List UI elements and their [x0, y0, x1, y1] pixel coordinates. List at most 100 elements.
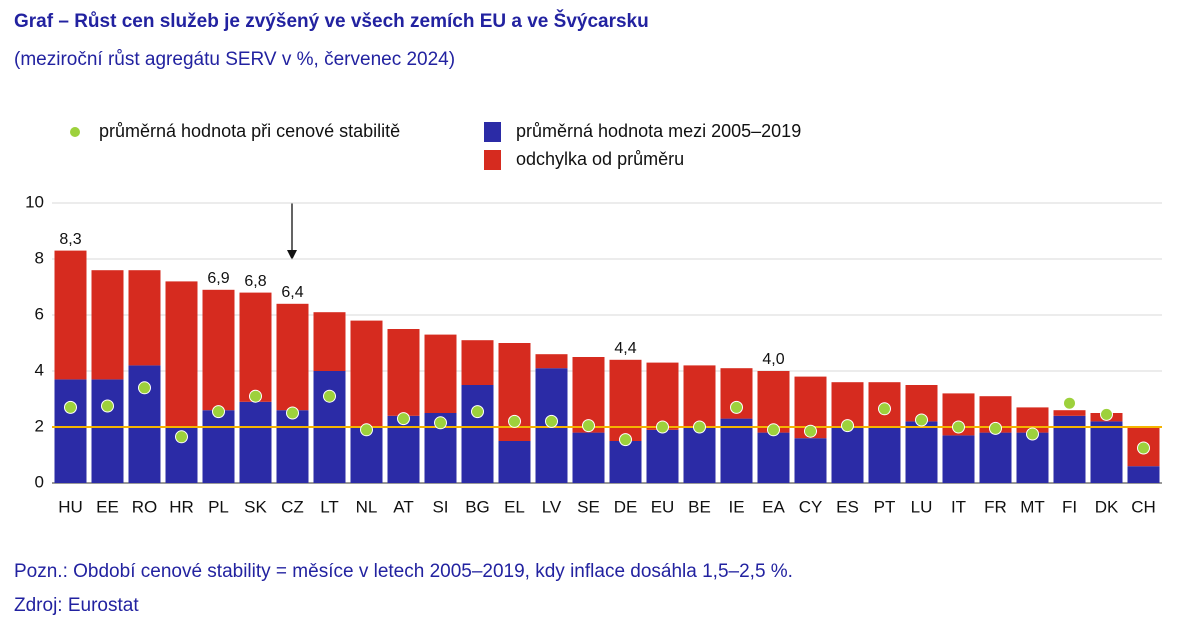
x-tick-label: RO — [132, 497, 158, 516]
bar-segment — [942, 435, 975, 483]
dot — [952, 420, 965, 434]
bar-segment — [609, 359, 642, 441]
bar-segment — [424, 334, 457, 413]
chart-title: Graf – Růst cen služeb je zvýšený ve vše… — [14, 10, 649, 32]
dot — [508, 414, 521, 428]
x-tick-label: HR — [169, 497, 194, 516]
y-tick-label: 4 — [35, 360, 44, 379]
dot — [397, 412, 410, 426]
dot — [582, 419, 595, 433]
total-label: 6,9 — [207, 270, 229, 287]
dot — [138, 381, 151, 395]
bar-segment — [350, 427, 383, 483]
bar-segment — [239, 401, 272, 483]
y-tick-label: 8 — [35, 248, 44, 267]
bar-segment — [202, 289, 235, 411]
x-tick-label: DK — [1095, 497, 1119, 516]
y-tick-label: 10 — [25, 192, 44, 211]
bar-segment — [646, 362, 679, 430]
x-tick-label: DE — [614, 497, 638, 516]
bar-segment — [461, 385, 494, 483]
bar-segment — [757, 371, 790, 433]
y-tick-label: 0 — [35, 472, 44, 491]
x-tick-label: AT — [393, 497, 413, 516]
dot — [730, 400, 743, 414]
total-label: 6,4 — [281, 284, 303, 301]
dot — [64, 400, 77, 414]
dot — [249, 389, 262, 403]
bar-segment — [609, 441, 642, 483]
x-tick-label: EL — [504, 497, 525, 516]
bar-segment — [757, 432, 790, 483]
x-tick-label: EE — [96, 497, 119, 516]
x-tick-label: EU — [651, 497, 675, 516]
x-tick-label: BE — [688, 497, 711, 516]
dot — [101, 399, 114, 413]
x-tick-label: FI — [1062, 497, 1077, 516]
bar-segment — [128, 270, 161, 366]
bar-segment — [54, 250, 87, 380]
legend-swatch — [484, 122, 501, 142]
x-tick-label: CY — [799, 497, 823, 516]
bar-segment — [1127, 466, 1160, 483]
bar-segment — [276, 410, 309, 483]
bar-segment — [1053, 415, 1086, 483]
x-tick-label: SI — [432, 497, 448, 516]
bar-segment — [54, 379, 87, 483]
x-tick-label: NL — [356, 497, 378, 516]
x-tick-label: CH — [1131, 497, 1156, 516]
dot — [619, 433, 632, 447]
x-tick-label: FR — [984, 497, 1007, 516]
total-label: 4,0 — [762, 351, 784, 368]
dot — [175, 430, 188, 444]
legend-label: odchylka od průměru — [516, 149, 684, 169]
bar-segment — [461, 340, 494, 385]
bar-segment — [91, 270, 124, 380]
bar-segment — [1016, 432, 1049, 483]
total-label: 4,4 — [614, 340, 636, 357]
bar-segment — [387, 415, 420, 483]
dot — [286, 406, 299, 420]
x-tick-label: LT — [320, 497, 339, 516]
bar-segment — [276, 303, 309, 411]
legend: průměrná hodnota při cenové stabilitě prů… — [70, 121, 801, 170]
bar-segment — [794, 438, 827, 483]
y-tick-label: 6 — [35, 304, 44, 323]
dot — [693, 420, 706, 434]
note: Pozn.: Období cenové stability = měsíce … — [14, 561, 793, 582]
dot — [434, 416, 447, 430]
dot — [767, 423, 780, 437]
dot — [360, 423, 373, 437]
bar-segment — [202, 410, 235, 483]
bar-segment — [387, 329, 420, 416]
bar-segment — [683, 427, 716, 483]
x-tick-label: CZ — [281, 497, 304, 516]
x-tick-label: SK — [244, 497, 267, 516]
bar-segment — [535, 354, 568, 369]
legend-label: průměrná hodnota mezi 2005–2019 — [516, 121, 801, 141]
dot — [1063, 396, 1076, 410]
bar-segment — [313, 312, 346, 371]
bar-segment — [239, 292, 272, 402]
bar-segment — [498, 441, 531, 483]
dot — [1100, 407, 1113, 421]
x-tick-label: BG — [465, 497, 490, 516]
total-label: 6,8 — [244, 273, 266, 290]
bar-segment — [868, 427, 901, 483]
bar-segment — [646, 429, 679, 483]
dot — [878, 402, 891, 416]
dot — [656, 420, 669, 434]
dot — [323, 389, 336, 403]
bar-segment — [979, 432, 1012, 483]
bar-segment — [720, 418, 753, 483]
dot — [212, 405, 225, 419]
x-tick-label: LU — [911, 497, 933, 516]
y-tick-label: 2 — [35, 416, 44, 435]
bar-segment — [1090, 421, 1123, 483]
bar-segment — [165, 281, 198, 427]
x-tick-label: HU — [58, 497, 83, 516]
bar-segment — [683, 365, 716, 427]
x-tick-label: EA — [762, 497, 785, 516]
dot — [804, 424, 817, 438]
